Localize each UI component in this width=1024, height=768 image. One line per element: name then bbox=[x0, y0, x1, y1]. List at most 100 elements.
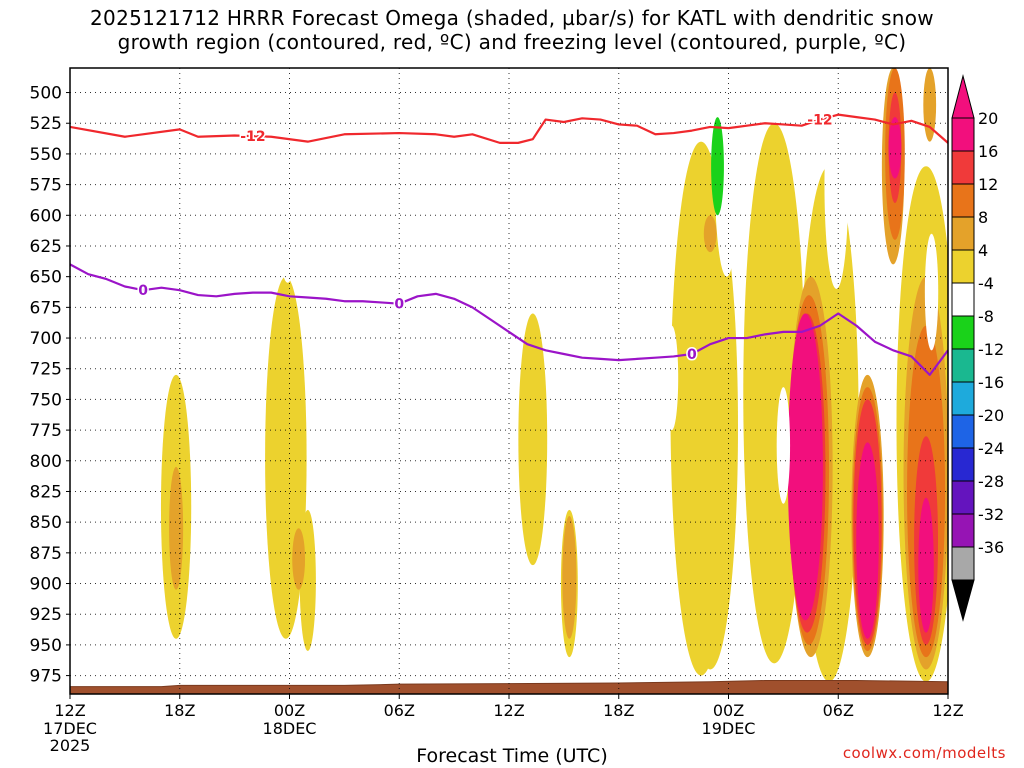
y-tick-label: 550 bbox=[30, 145, 62, 165]
omega-shading bbox=[70, 68, 948, 682]
colorbar-swatch bbox=[951, 414, 975, 449]
colorbar-label: -8 bbox=[978, 307, 994, 326]
terrain-fill bbox=[70, 679, 948, 694]
colorbar-label: -28 bbox=[978, 472, 1004, 491]
omega-region-20 bbox=[856, 442, 879, 639]
y-axis: 500 525 550 575 600 625 650 675 700 725 750 775 800 8… bbox=[30, 84, 70, 687]
dgz-contour-line bbox=[70, 113, 948, 144]
y-tick-label: 650 bbox=[30, 268, 62, 288]
title-line-1: 2025121712 HRRR Forecast Omega (shaded, … bbox=[90, 6, 934, 30]
x-tick-label: 06Z bbox=[823, 701, 854, 720]
x-tick-label: 00Z bbox=[274, 701, 305, 720]
contour-lines: -12 -12 0 0 0 bbox=[70, 111, 948, 376]
x-tick-label: 18Z bbox=[164, 701, 195, 720]
colorbar-swatch bbox=[951, 546, 975, 581]
y-tick-label: 875 bbox=[30, 544, 62, 564]
dgz-contour-label: -12 bbox=[807, 113, 832, 129]
omega-region-8 bbox=[923, 68, 937, 142]
colorbar-swatch bbox=[951, 480, 975, 515]
colorbar-label: 12 bbox=[978, 175, 998, 194]
omega-region-4 bbox=[682, 184, 738, 670]
freezing-level-label: 0 bbox=[687, 347, 697, 363]
colorbar-label: 16 bbox=[978, 142, 998, 161]
title-line-2: growth region (contoured, red, ºC) and f… bbox=[117, 30, 907, 54]
omega-region--4 bbox=[70, 68, 100, 326]
omega-region--4 bbox=[607, 282, 630, 474]
colorbar-bottom-cap bbox=[951, 579, 975, 622]
omega-region--4 bbox=[509, 141, 531, 332]
omega-region-8 bbox=[562, 516, 577, 639]
x-tick-label: 06Z bbox=[384, 701, 415, 720]
y-tick-label: 975 bbox=[30, 667, 62, 687]
x-tick-label: 12Z bbox=[932, 701, 963, 720]
colorbar-swatch bbox=[951, 183, 975, 218]
omega-region-8 bbox=[703, 215, 717, 253]
x-tick-sublabel: 2025 bbox=[50, 736, 91, 755]
colorbar-swatch bbox=[951, 348, 975, 383]
y-tick-label: 625 bbox=[30, 237, 62, 257]
omega-region-4 bbox=[518, 313, 548, 566]
colorbar-swatch bbox=[951, 381, 975, 416]
terrain-surface bbox=[70, 679, 948, 694]
x-tick-label: 12Z bbox=[493, 701, 524, 720]
colorbar-label: 20 bbox=[978, 109, 998, 128]
y-tick-label: 725 bbox=[30, 360, 62, 380]
y-tick-label: 600 bbox=[30, 206, 62, 226]
omega-region-20 bbox=[787, 313, 823, 621]
omega-region--4 bbox=[537, 264, 551, 326]
y-tick-label: 925 bbox=[30, 605, 62, 625]
omega-region--4 bbox=[714, 68, 739, 277]
colorbar-swatch bbox=[951, 249, 975, 284]
colorbar-top-cap bbox=[951, 74, 975, 119]
omega-region--4 bbox=[776, 387, 791, 504]
y-tick-label: 775 bbox=[30, 421, 62, 441]
colorbar-label: -32 bbox=[978, 505, 1004, 524]
credit-text: coolwx.com/modelts bbox=[842, 744, 1006, 762]
omega-region--4 bbox=[665, 325, 679, 431]
x-tick-label: 12Z bbox=[54, 701, 85, 720]
colorbar-label: -36 bbox=[978, 538, 1004, 557]
omega-region--4 bbox=[824, 80, 849, 289]
colorbar-label: -12 bbox=[978, 340, 1004, 359]
x-tick-label: 18Z bbox=[603, 701, 634, 720]
x-tick-sublabel: 17DEC bbox=[43, 719, 97, 738]
omega-region--8 bbox=[711, 117, 724, 216]
y-tick-label: 525 bbox=[30, 114, 62, 134]
x-tick-sublabel: 19DEC bbox=[702, 719, 756, 738]
colorbar-swatch bbox=[951, 447, 975, 482]
y-tick-label: 825 bbox=[30, 482, 62, 502]
colorbar-label: -24 bbox=[978, 439, 1004, 458]
y-tick-label: 575 bbox=[30, 176, 62, 196]
y-tick-label: 675 bbox=[30, 298, 62, 318]
freezing-level-label: 0 bbox=[394, 297, 404, 313]
y-tick-label: 700 bbox=[30, 329, 62, 349]
x-tick-sublabel: 18DEC bbox=[263, 719, 317, 738]
x-axis-title: Forecast Time (UTC) bbox=[416, 745, 608, 767]
freezing-level-line bbox=[70, 263, 948, 376]
y-tick-label: 850 bbox=[30, 513, 62, 533]
colorbar-label: -4 bbox=[978, 274, 994, 293]
colorbar: 20 16 12 8 4 -4 -8 -12 -16 -20 -24 -28 -32 -36 bbox=[951, 74, 1004, 622]
colorbar-swatch bbox=[951, 117, 975, 152]
omega-region--4 bbox=[924, 233, 939, 351]
omega-region-8 bbox=[169, 466, 184, 590]
omega-region--4 bbox=[417, 203, 458, 547]
y-tick-label: 500 bbox=[30, 84, 62, 104]
omega-region-8 bbox=[292, 528, 306, 590]
colorbar-label: -20 bbox=[978, 406, 1004, 425]
colorbar-swatch bbox=[951, 513, 975, 548]
colorbar-swatch bbox=[951, 150, 975, 185]
omega-region--4 bbox=[275, 68, 300, 283]
freezing-level-label: 0 bbox=[138, 283, 148, 299]
y-tick-label: 950 bbox=[30, 636, 62, 656]
y-tick-label: 900 bbox=[30, 575, 62, 595]
colorbar-label: 8 bbox=[978, 208, 988, 227]
colorbar-swatch bbox=[951, 216, 975, 251]
y-tick-label: 750 bbox=[30, 390, 62, 410]
omega-region-20 bbox=[888, 117, 902, 179]
dgz-contour-label: -12 bbox=[240, 129, 265, 145]
colorbar-swatch bbox=[951, 282, 975, 317]
colorbar-swatch bbox=[951, 315, 975, 350]
